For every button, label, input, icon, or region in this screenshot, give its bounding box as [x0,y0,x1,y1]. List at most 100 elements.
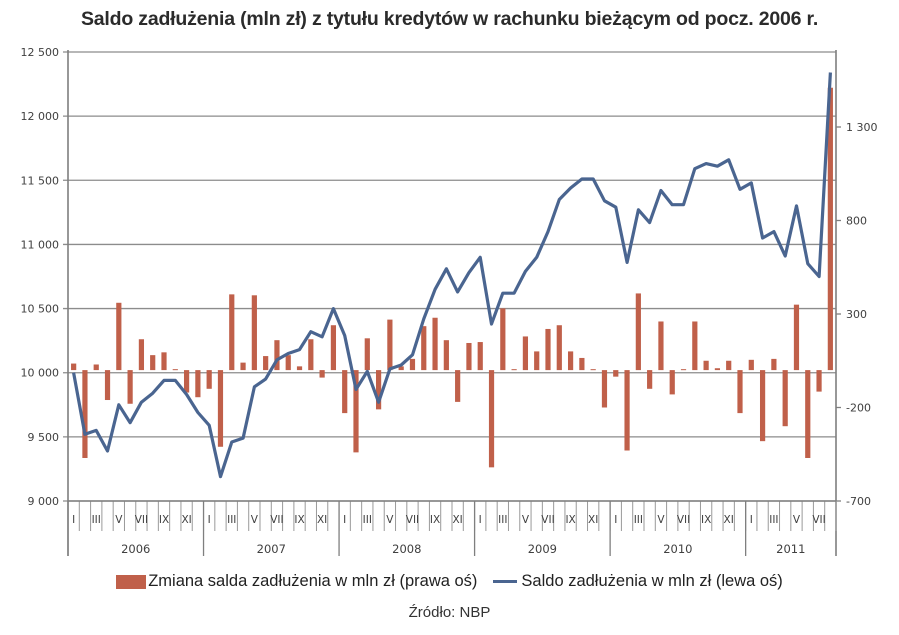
bar [150,355,156,371]
bar [500,308,506,371]
bar [567,351,574,371]
month-label: XI [724,514,734,526]
bar [455,370,461,402]
right-axis-tick-label: 1 300 [846,121,878,134]
bar [285,355,291,371]
bar [759,370,766,442]
bar [274,340,280,371]
bar [172,369,178,371]
bar [816,370,822,392]
month-label: I [614,514,617,526]
month-label: IX [294,514,304,526]
bar [793,304,800,371]
bar [488,370,495,468]
month-label: III [634,514,643,526]
left-axis-tick-label: 12 500 [21,46,60,59]
month-label: V [251,514,259,526]
month-label: I [72,514,75,526]
bar [511,369,517,371]
bar [71,363,77,371]
month-label: V [115,514,123,526]
bar [217,370,224,447]
bar [296,366,303,371]
month-label: III [363,514,372,526]
month-label: VII [406,514,419,526]
month-label: IX [430,514,440,526]
month-label: XI [317,514,327,526]
month-label: III [92,514,101,526]
left-axis-tick-label: 12 000 [21,110,60,123]
bar [375,370,382,410]
legend-line-label: Saldo zadłużenia w mln zł (lewa oś) [521,572,783,590]
month-label: VII [135,514,148,526]
bar [116,302,122,371]
month-label: IX [159,514,169,526]
bar [477,342,483,371]
month-label: V [793,514,801,526]
year-label: 2010 [663,542,692,556]
bar [635,293,641,371]
bar [240,362,246,371]
bar [229,294,235,371]
left-axis-tick-label: 10 000 [21,367,60,380]
bar [714,368,721,371]
bar [669,370,675,395]
bar [319,370,325,378]
bar [556,325,562,371]
month-label: VII [812,514,825,526]
bar [771,358,777,371]
year-label: 2007 [257,542,286,556]
bar [647,370,653,389]
left-axis-tick-label: 10 500 [21,303,60,316]
right-axis-tick-label: 800 [846,215,867,228]
month-label: V [522,514,530,526]
month-label: XI [181,514,191,526]
bar [703,360,709,371]
bar [398,366,404,371]
month-label: I [208,514,211,526]
bar [127,370,133,404]
bar [387,319,393,371]
bar [827,87,833,371]
year-label: 2006 [121,542,150,556]
bar [364,338,370,371]
chart-title: Saldo zadłużenia (mln zł) z tytułu kredy… [80,8,819,30]
left-axis-tick-label: 11 500 [21,174,60,187]
bar [748,359,754,371]
bar [195,370,201,398]
month-label: III [769,514,778,526]
right-axis-tick-label: -700 [846,495,871,508]
bar [579,357,585,371]
month-label: XI [588,514,598,526]
bar [590,369,596,371]
bar [353,370,359,453]
right-axis-tick-label: -200 [846,402,871,415]
right-axis-tick-label: 300 [846,308,867,321]
month-label: XI [452,514,462,526]
month-label: III [498,514,507,526]
bar [680,369,687,371]
chart-plot-area: 9 000 9 500 10 000 10 500 11 000 11 500 12 000… [21,46,878,556]
legend-line-swatch-icon [493,580,518,583]
bar [613,370,619,377]
left-axis-tick-label: 9 000 [28,495,60,508]
bar [104,370,111,401]
bar [601,370,608,408]
bar [93,364,99,371]
bar [308,339,314,371]
legend-bar-label: Zmiana salda zadłużenia w mln zł (prawa … [148,572,478,590]
bar [183,370,190,393]
bar [624,370,630,451]
bar [206,370,212,389]
legend-item-line: Saldo zadłużenia w mln zł (lewa oś) [493,572,783,591]
bar [342,370,348,414]
month-label: I [343,514,346,526]
month-label: V [386,514,394,526]
month-label: III [227,514,236,526]
chart-legend: Zmiana salda zadłużenia w mln zł (prawa … [0,572,899,591]
bar [161,352,167,371]
bar [466,342,472,371]
month-label: IX [565,514,575,526]
year-label: 2011 [776,542,805,556]
bar [409,358,416,371]
